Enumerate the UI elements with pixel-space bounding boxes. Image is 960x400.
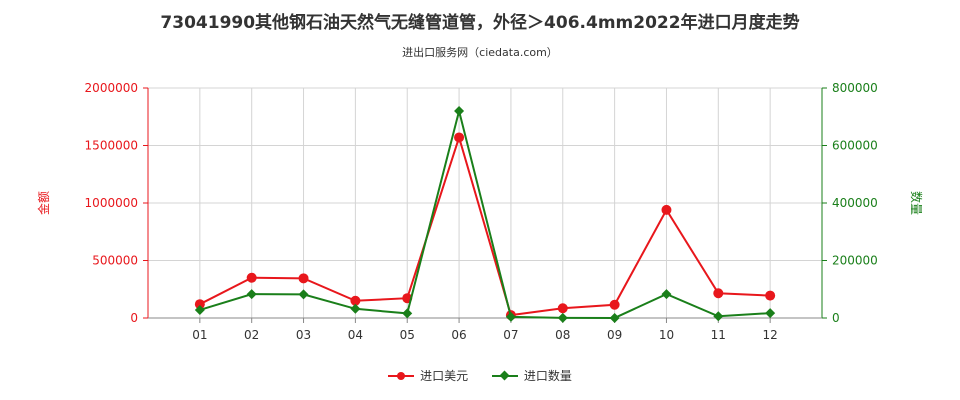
data-point-import-qty <box>298 289 309 300</box>
data-point-import-qty <box>661 289 672 300</box>
data-point-import-usd <box>557 303 568 314</box>
data-point-import-qty <box>557 312 568 323</box>
data-point-import-usd <box>298 273 309 284</box>
x-axis-tick-label: 12 <box>763 328 778 342</box>
left-axis-tick-label: 500000 <box>92 254 138 268</box>
left-axis-tick-label: 2000000 <box>85 81 138 95</box>
left-axis-tick-label: 1500000 <box>85 139 138 153</box>
data-point-import-qty <box>350 303 361 314</box>
chart-title: 73041990其他钢石油天然气无缝管道管，外径＞406.4mm2022年进口月… <box>160 13 800 33</box>
data-point-import-usd <box>350 295 361 306</box>
right-axis-tick-label: 0 <box>832 311 840 325</box>
data-point-import-usd <box>454 132 465 143</box>
legend-swatch-import-qty <box>491 370 518 382</box>
data-point-import-qty <box>194 304 205 315</box>
data-point-import-usd <box>194 299 205 310</box>
data-point-import-qty <box>402 308 413 319</box>
x-axis-tick-label: 04 <box>348 328 363 342</box>
legend-label-import-qty: 进口数量 <box>523 369 572 383</box>
data-point-import-qty <box>765 308 776 319</box>
series-line-import-qty <box>199 110 771 319</box>
right-axis-tick-label: 800000 <box>832 81 878 95</box>
x-axis-tick-label: 08 <box>555 328 570 342</box>
x-axis-tick-label: 01 <box>192 328 207 342</box>
x-axis-tick-label: 10 <box>659 328 674 342</box>
x-axis-tick-label: 02 <box>244 328 259 342</box>
legend-swatch-import-usd <box>388 370 415 382</box>
data-point-import-qty <box>713 311 724 322</box>
data-point-import-qty <box>246 289 257 300</box>
legend: 进口美元 进口数量 <box>0 367 960 385</box>
data-point-import-usd <box>661 204 672 215</box>
x-axis-tick-label: 09 <box>607 328 622 342</box>
chart-subtitle: 进出口服务网（ciedata.com） <box>402 46 558 59</box>
legend-label-import-usd: 进口美元 <box>420 369 469 383</box>
data-point-import-usd <box>713 288 724 299</box>
data-point-import-usd <box>609 299 620 310</box>
left-axis-label: 金额 <box>36 191 51 215</box>
data-point-import-qty <box>505 311 516 322</box>
legend-item-import-qty[interactable]: 进口数量 <box>491 367 572 384</box>
x-axis-tick-label: 06 <box>451 328 466 342</box>
left-axis-tick-label: 1000000 <box>85 196 138 210</box>
x-axis-tick-label: 11 <box>711 328 726 342</box>
series-line-import-usd <box>199 134 771 317</box>
x-axis-tick-label: 05 <box>400 328 415 342</box>
legend-item-import-usd[interactable]: 进口美元 <box>388 367 468 384</box>
x-axis-tick-label: 03 <box>296 328 311 342</box>
right-axis-tick-label: 400000 <box>832 196 878 210</box>
data-point-import-usd <box>246 272 257 283</box>
right-axis-tick-label: 600000 <box>832 139 878 153</box>
x-axis-tick-label: 07 <box>503 328 518 342</box>
right-axis-tick-label: 200000 <box>832 254 878 268</box>
data-point-import-usd <box>765 290 776 301</box>
right-axis-label: 数量 <box>909 191 924 215</box>
left-axis-tick-label: 0 <box>130 311 138 325</box>
data-point-import-qty <box>609 312 620 323</box>
data-point-import-qty <box>454 106 465 116</box>
